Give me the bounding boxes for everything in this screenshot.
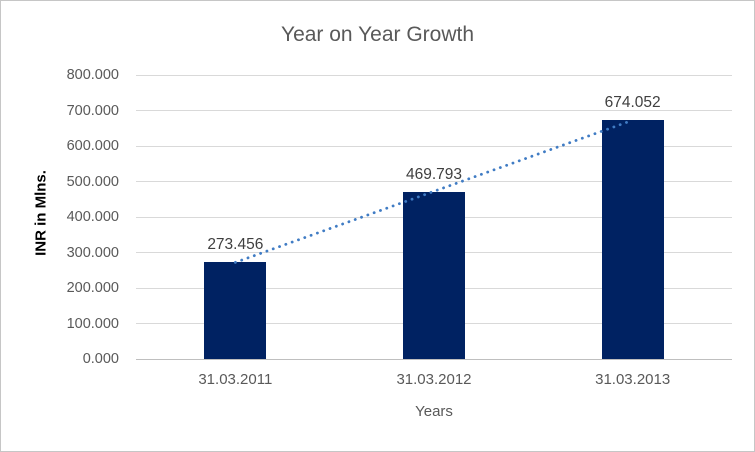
y-tick-label: 0.000	[82, 351, 119, 367]
data-label: 469.793	[405, 166, 463, 184]
x-axis-line	[136, 358, 732, 360]
x-tick-label: 31.03.2012	[396, 371, 472, 388]
gridline	[136, 110, 732, 111]
y-tick-label: 500.000	[66, 173, 119, 190]
y-tick-label: 200.000	[66, 280, 119, 296]
y-tick-label: 300.000	[66, 244, 119, 261]
x-tick-label: 31.03.2011	[198, 371, 273, 388]
x-axis-title: Years	[415, 403, 453, 420]
y-tick-label: 400.000	[66, 209, 119, 225]
chart-title: Year on Year Growth	[280, 23, 475, 46]
y-tick-label: 100.000	[66, 315, 119, 332]
x-tick-label: 31.03.2013	[595, 371, 671, 388]
bar	[403, 192, 465, 359]
gridline	[136, 74, 732, 76]
y-tick-label: 800.000	[66, 67, 119, 83]
bar	[204, 261, 267, 359]
y-tick-label: 600.000	[66, 138, 119, 154]
data-label: 674.052	[604, 93, 661, 111]
data-label: 273.456	[207, 235, 264, 253]
y-tick-label: 700.000	[66, 102, 119, 119]
bar	[601, 119, 664, 359]
